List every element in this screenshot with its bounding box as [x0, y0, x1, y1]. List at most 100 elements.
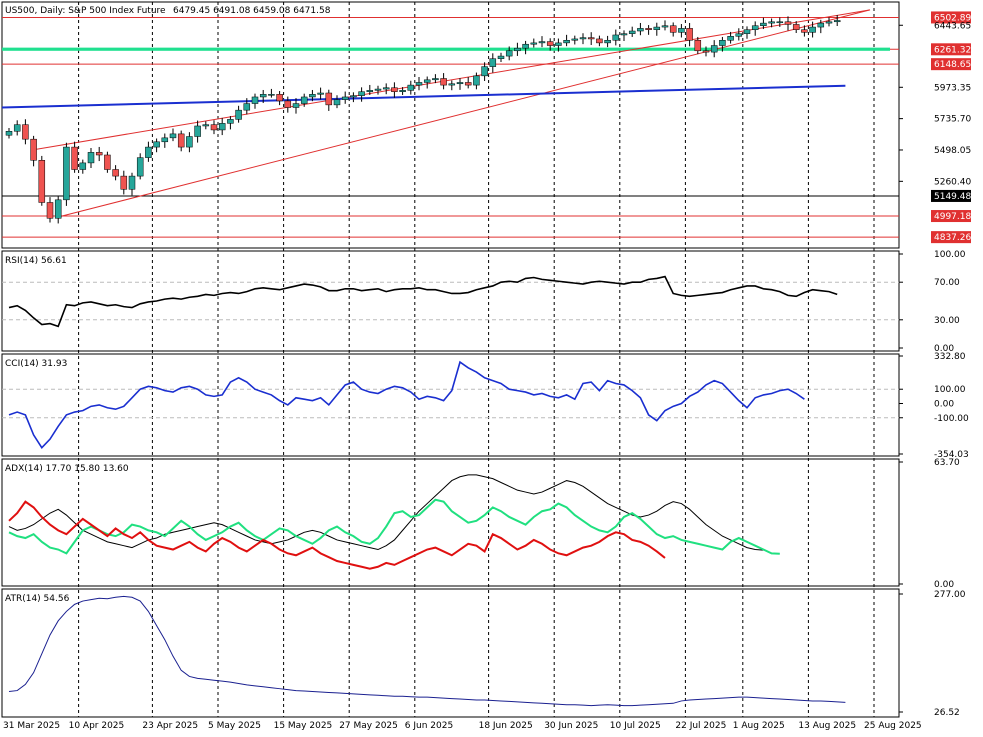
candle-body: [784, 21, 792, 25]
candle-body: [825, 21, 833, 24]
candle-body: [13, 124, 21, 132]
price-tag-label: 6148.65: [934, 60, 971, 70]
atr-line: [8, 595, 846, 707]
candle-body: [514, 47, 521, 52]
x-axis-labels: 31 Mar 2025 10 Apr 2025 23 Apr 2025 5 May 2…: [3, 721, 922, 731]
rsi-panel: [2, 275, 899, 328]
cci-line: [8, 360, 805, 450]
candle-body: [30, 138, 37, 161]
price-tag-box: [931, 11, 971, 24]
candle-body: [432, 78, 439, 81]
candle-body: [653, 26, 661, 30]
price-tag-label: 6261.32: [934, 45, 971, 55]
candle-body: [186, 136, 193, 148]
candle-body: [571, 38, 579, 41]
price-tags: 6502.89 6261.32 6148.65 5149.48 4997.18 4837.…: [931, 11, 971, 244]
x-tick-label: 30 Jun 2025: [544, 721, 598, 731]
x-tick-label: 31 Mar 2025: [3, 721, 60, 731]
candle-body: [464, 82, 472, 86]
y-tick-label: 5735.70: [934, 115, 971, 125]
adx-main-line: [8, 474, 764, 551]
candle-body: [145, 146, 152, 158]
price-tag-box: [931, 189, 971, 202]
atr-panel-frame: [1, 588, 900, 718]
candle-body: [423, 79, 431, 83]
candle-body: [833, 20, 841, 23]
price-tag-label: 4997.18: [934, 212, 971, 222]
atr-title: ATR(14) 54.56: [5, 594, 70, 604]
candle-body: [694, 39, 702, 52]
candle-body: [719, 39, 726, 46]
candle-body: [300, 96, 308, 104]
candle-body: [161, 137, 169, 143]
candle-body: [628, 30, 636, 34]
candle-body: [809, 26, 816, 33]
candle-body: [358, 91, 365, 96]
candle-body: [702, 50, 710, 53]
cci-panel-frame: [1, 353, 900, 457]
adx-panel-frame: [1, 458, 900, 587]
price-panel-frame: [1, 1, 900, 249]
y-tick-label: 5973.35: [934, 83, 971, 93]
candle-body: [768, 21, 775, 24]
candle-body: [530, 42, 538, 45]
candle-body: [54, 199, 62, 219]
candle-body: [38, 160, 46, 203]
candle-body: [489, 58, 497, 67]
y-tick-label: 70.00: [934, 278, 960, 288]
x-tick-label: 1 Aug 2025: [733, 721, 785, 731]
candle-body: [63, 146, 70, 201]
ohlc-readout: 6479.45 6491.08 6459.08 6471.58: [173, 6, 331, 16]
candle-body: [227, 119, 234, 124]
price-panel: [2, 9, 899, 238]
candle-body: [120, 175, 128, 190]
y-tick-label: -100.00: [934, 414, 969, 424]
candle-body: [251, 96, 259, 104]
candle-body: [505, 50, 513, 57]
candle-body: [686, 28, 693, 41]
y-tick-label: 277.00: [934, 590, 966, 600]
panel-frames: [1, 1, 900, 718]
candle-body: [710, 45, 718, 53]
candle-body: [612, 34, 620, 41]
candle-body: [5, 131, 13, 136]
candle-body: [669, 25, 677, 33]
candle-body: [333, 99, 341, 106]
candle-body: [259, 94, 267, 98]
candle-body: [587, 37, 595, 40]
candle-body: [177, 133, 185, 148]
candle-body: [604, 39, 611, 44]
candle-body: [448, 83, 456, 86]
x-tick-label: 13 Aug 2025: [798, 721, 856, 731]
candle-body: [620, 33, 628, 36]
y-tick-label: 5498.05: [934, 146, 971, 156]
candle-body: [218, 123, 226, 131]
x-tick-label: 15 May 2025: [274, 721, 333, 731]
candle-body: [661, 25, 669, 28]
candle-body: [210, 124, 218, 131]
candle-body: [276, 94, 283, 102]
candle-body: [169, 133, 177, 139]
moving-average-line: [2, 84, 846, 109]
candle-body: [136, 157, 144, 177]
candle-body: [87, 152, 95, 164]
adx-title: ADX(14) 17.70 15.80 13.60: [5, 464, 129, 474]
candle-body: [268, 94, 275, 96]
candle-body: [128, 175, 136, 190]
x-tick-label: 6 Jun 2025: [405, 721, 453, 731]
candle-body: [743, 29, 751, 34]
candle-body: [366, 90, 374, 92]
y-axis-labels: 6443.65 5973.35 5735.70 5498.05 5260.40 100.0…: [899, 21, 971, 718]
y-tick-label: 0.00: [934, 580, 954, 590]
candle-body: [79, 162, 87, 170]
rsi-line: [8, 275, 838, 328]
candle-body: [415, 82, 423, 86]
price-tag-label: 4837.26: [934, 233, 971, 243]
x-tick-label: 23 Apr 2025: [142, 721, 198, 731]
candle-body: [637, 28, 644, 32]
y-tick-label: 63.70: [934, 458, 960, 468]
x-tick-label: 25 Aug 2025: [864, 721, 922, 731]
x-tick-label: 18 Jun 2025: [479, 721, 533, 731]
channel-lower-line: [58, 9, 871, 218]
y-tick-label: -354.03: [934, 450, 969, 460]
